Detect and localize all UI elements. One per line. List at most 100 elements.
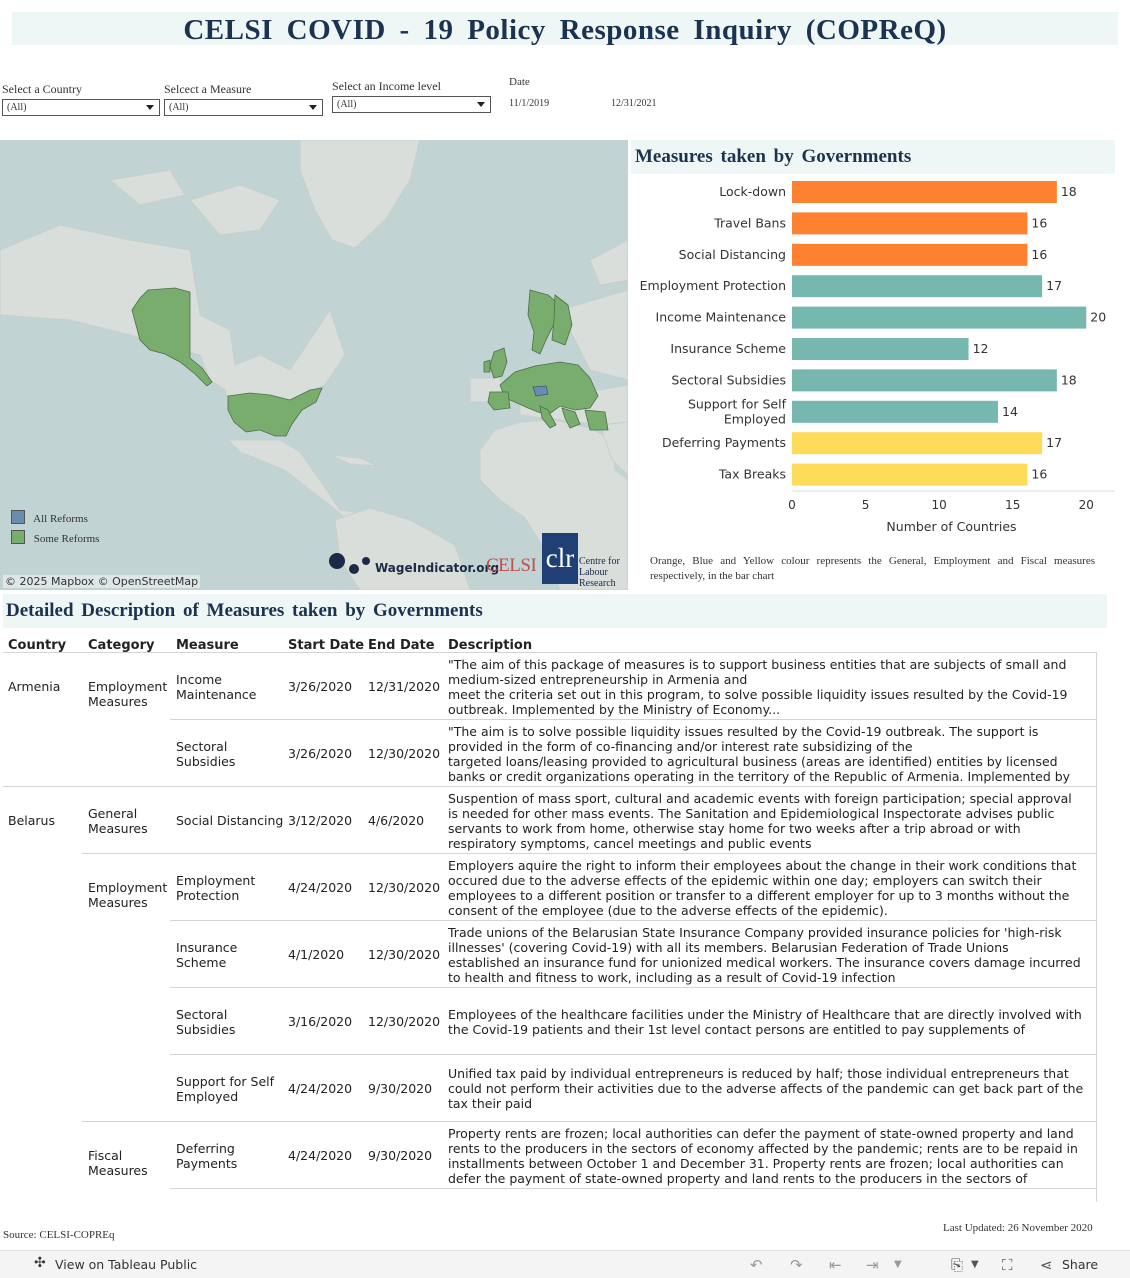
- chevron-down-icon: [146, 105, 154, 110]
- col-header-category[interactable]: Category: [88, 638, 155, 653]
- description-cell: Unified tax paid by individual entrepren…: [448, 1066, 1084, 1111]
- chart-title: Measures taken by Governments: [635, 146, 912, 167]
- legend-some-reforms[interactable]: Some Reforms: [11, 530, 99, 545]
- celsi-logo[interactable]: CELSI: [486, 555, 537, 576]
- value-label: 18: [1061, 372, 1077, 387]
- row-divider: [3, 786, 1096, 787]
- date-start[interactable]: 11/1/2019: [509, 98, 550, 109]
- redo-icon[interactable]: ↷: [790, 1256, 803, 1274]
- bar[interactable]: [792, 275, 1043, 298]
- chevron-down-icon[interactable]: ▼: [971, 1259, 979, 1270]
- share-button[interactable]: Share: [1062, 1257, 1099, 1272]
- income-dropdown[interactable]: (All): [332, 96, 491, 113]
- measure-cell: Sectoral Subsidies: [176, 739, 236, 769]
- row-divider: [82, 1121, 1096, 1122]
- clr-logo[interactable]: clr: [542, 533, 578, 584]
- end-date-cell: 9/30/2020: [368, 1081, 433, 1096]
- row-divider: [170, 987, 1096, 988]
- measure-filter: Selcect a Measure: [164, 82, 251, 97]
- legend-all-reforms[interactable]: All Reforms: [11, 510, 88, 525]
- country-filter-label: Select a Country: [2, 82, 82, 96]
- end-date-cell: 12/30/2020: [368, 1014, 441, 1029]
- last-updated-note: Last Updated: 26 November 2020: [943, 1222, 1093, 1234]
- country-dropdown[interactable]: (All): [2, 99, 160, 116]
- bar[interactable]: [792, 400, 998, 423]
- measure-dropdown-value: (All): [169, 102, 189, 113]
- download-icon[interactable]: ⎘: [951, 1256, 964, 1274]
- col-header-country[interactable]: Country: [8, 638, 67, 653]
- end-date-cell: 4/6/2020: [368, 813, 425, 828]
- measure-dropdown[interactable]: (All): [164, 99, 323, 116]
- bar[interactable]: [792, 306, 1087, 329]
- view-on-tableau-link[interactable]: View on Tableau Public: [55, 1257, 198, 1272]
- start-date-cell: 3/26/2020: [288, 746, 353, 761]
- income-dropdown-value: (All): [337, 99, 357, 110]
- measures-bar-chart[interactable]: Lock-down 18 Travel Bans 16 Social Distancin…: [631, 176, 1115, 542]
- measure-filter-label: Selcect a Measure: [164, 82, 252, 96]
- bar[interactable]: [792, 243, 1028, 266]
- country-dropdown-value: (All): [7, 102, 27, 113]
- category-label: Support for Self: [688, 396, 787, 411]
- country-cell: Armenia: [8, 679, 61, 694]
- bar[interactable]: [792, 369, 1057, 392]
- end-date-cell: 12/30/2020: [368, 880, 441, 895]
- end-date-cell: 12/31/2020: [368, 679, 441, 694]
- undo-icon[interactable]: ↶: [750, 1256, 763, 1274]
- date-filter-label: Date: [509, 76, 530, 88]
- bar[interactable]: [792, 463, 1028, 486]
- category-cell: Fiscal Measures: [88, 1148, 148, 1178]
- world-map[interactable]: All Reforms Some Reforms WageIndicator.o…: [0, 140, 628, 590]
- category-label: Insurance Scheme: [670, 341, 786, 356]
- chart-note: Orange, Blue and Yellow colour represent…: [650, 555, 1095, 582]
- chevron-down-icon[interactable]: ▼: [894, 1259, 902, 1270]
- refresh-icon[interactable]: ⇥: [866, 1256, 879, 1274]
- description-cell: Trade unions of the Belarusian State Ins…: [448, 925, 1081, 985]
- table-header-divider: [3, 652, 1096, 653]
- tableau-toolbar: ✣ View on Tableau Public ↶ ↷ ⇤ ⇥ ▼ ⎘ ▼ ⛶…: [0, 1250, 1130, 1278]
- end-date-cell: 12/30/2020: [368, 746, 441, 761]
- legend-swatch-some-reforms: [11, 530, 25, 544]
- source-note: Source: CELSI-COPREq: [3, 1229, 115, 1241]
- value-label: 16: [1031, 215, 1047, 230]
- col-header-start-date[interactable]: Start Date: [288, 638, 365, 653]
- table-title: Detailed Description of Measures taken b…: [6, 600, 483, 621]
- legend-label-some-reforms: Some Reforms: [33, 533, 100, 545]
- legend-label-all-reforms: All Reforms: [33, 513, 88, 525]
- category-label: Employment Protection: [640, 278, 786, 293]
- bar[interactable]: [792, 338, 969, 360]
- income-filter: Select an Income level: [332, 79, 441, 94]
- category-cell: Employment Measures: [88, 880, 168, 910]
- map-attribution[interactable]: © 2025 Mapbox © OpenStreetMap: [3, 575, 201, 588]
- category-label: Deferring Payments: [662, 435, 786, 450]
- row-divider: [170, 920, 1096, 921]
- revert-icon[interactable]: ⇤: [829, 1256, 842, 1274]
- table-scrollbar-track[interactable]: [1096, 652, 1097, 1202]
- bar[interactable]: [792, 181, 1057, 203]
- row-divider: [82, 853, 1096, 854]
- value-label: 17: [1046, 435, 1062, 450]
- start-date-cell: 3/12/2020: [288, 813, 353, 828]
- share-icon[interactable]: ⋖: [1040, 1256, 1053, 1274]
- x-axis-label: Number of Countries: [886, 519, 1016, 534]
- category-label: Tax Breaks: [718, 467, 786, 482]
- value-label: 16: [1031, 247, 1047, 262]
- bar[interactable]: [792, 432, 1043, 455]
- clr-logo-text: Centre for Labour Research: [579, 556, 620, 589]
- col-header-measure[interactable]: Measure: [176, 638, 239, 653]
- measure-cell: Employment Protection: [176, 873, 256, 903]
- category-cell: General Measures: [88, 806, 148, 836]
- col-header-end-date[interactable]: End Date: [368, 638, 435, 653]
- date-end[interactable]: 12/31/2021: [611, 98, 657, 109]
- fullscreen-icon[interactable]: ⛶: [1002, 1256, 1013, 1274]
- measure-cell: Sectoral Subsidies: [176, 1007, 236, 1037]
- col-header-description[interactable]: Description: [448, 638, 533, 653]
- start-date-cell: 4/24/2020: [288, 880, 353, 895]
- category-label: Lock-down: [719, 184, 786, 199]
- legend-swatch-all-reforms: [11, 510, 25, 524]
- end-date-cell: 12/30/2020: [368, 947, 441, 962]
- description-cell: Suspention of mass sport, cultural and a…: [448, 791, 1072, 851]
- category-cell: Employment Measures: [88, 679, 168, 709]
- bar[interactable]: [792, 212, 1028, 235]
- category-label: Income Maintenance: [656, 310, 787, 325]
- description-cell: Property rents are frozen; local authori…: [448, 1126, 1078, 1186]
